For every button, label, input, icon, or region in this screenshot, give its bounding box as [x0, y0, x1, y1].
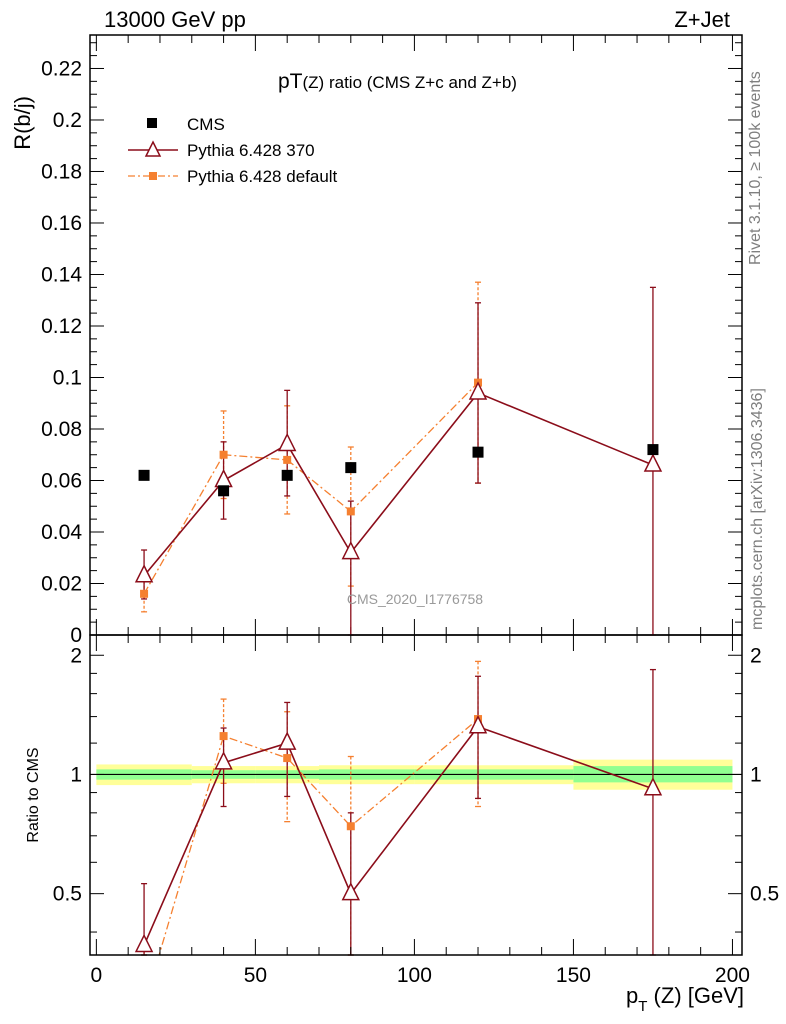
- x-axis-title-rest: (Z) [GeV]: [647, 983, 744, 1008]
- pydef-point: [219, 450, 228, 459]
- main-ytick-label: 0: [70, 624, 82, 647]
- main-ytick-label: 0.22: [41, 57, 82, 80]
- main-ytick-label: 0.18: [41, 160, 82, 183]
- py370-point: [134, 564, 154, 583]
- ratio-py370-point: [341, 881, 361, 901]
- py370-point: [643, 453, 663, 472]
- main-ytick-label: 0.2: [53, 109, 82, 132]
- header-right: Z+Jet: [674, 7, 730, 32]
- ratio-ytick-label: 0.5: [53, 883, 82, 906]
- ratio-ylabel: Ratio to CMS: [25, 747, 42, 842]
- main-ytick-label: 0.1: [53, 366, 82, 389]
- ratio-pydef-point: [219, 732, 228, 741]
- py370-point: [277, 432, 297, 452]
- pydef-line: [143, 382, 479, 595]
- ratio-xtick-label: 100: [397, 964, 432, 987]
- legend-label-py370: Pythia 6.428 370: [187, 141, 315, 160]
- ratio-py370-line: [143, 725, 654, 946]
- main-ytick-label: 0.02: [41, 572, 82, 595]
- ratio-py370-point: [134, 933, 154, 953]
- ratio-py370-point: [214, 751, 233, 770]
- side-label-rivet: Rivet 3.1.10, ≥ 100k events: [747, 71, 764, 265]
- x-axis-title-sub: T: [638, 998, 647, 1015]
- ratio-panel: 0.5 0.5 1 1 2 2 0 50 100 150 200 Ratio to CMS pT …: [25, 634, 779, 1015]
- ratio-xtick-label: 150: [556, 964, 591, 987]
- ratio-frame: [89, 634, 743, 956]
- ratio-pydef-point: [283, 754, 292, 763]
- cms-point: [472, 446, 484, 458]
- cms-point: [218, 485, 230, 497]
- main-x-ticks: [95, 35, 733, 635]
- cms-point: [345, 462, 357, 474]
- py370-point: [468, 381, 488, 400]
- ratio-x-ticks: 0 50 100 150 200: [91, 635, 750, 987]
- cms-point: [281, 469, 293, 481]
- chart-title-pt: pT: [278, 70, 303, 93]
- ratio-xtick-label: 0: [91, 964, 103, 987]
- header-left: 13000 GeV pp: [104, 7, 246, 32]
- main-data: [134, 281, 663, 636]
- x-axis-title-p: p: [626, 983, 638, 1008]
- main-ytick-label: 0.08: [41, 418, 82, 441]
- main-ytick-label: 0.04: [41, 521, 82, 544]
- main-ytick-label: 0.16: [41, 212, 82, 235]
- main-y-ticks: 0 0.02 0.04 0.06 0.08 0.1 0.12 0.14 0.16 0.18 0.2 0…: [41, 42, 742, 647]
- legend-label-cms: CMS: [187, 115, 225, 134]
- ratio-ytick-label: 1: [70, 763, 82, 786]
- pydef-point: [140, 589, 149, 598]
- pydef-point: [346, 507, 355, 516]
- main-ytick-label: 0.12: [41, 315, 82, 338]
- ratio-y-ticks: 0.5 0.5 1 1 2 2: [53, 644, 779, 933]
- ratio-ytick-label-right: 0.5: [750, 883, 779, 906]
- legend-marker-cms: [147, 118, 157, 128]
- ratio-ytick-label: 2: [70, 644, 82, 667]
- x-axis-title: pT (Z) [GeV]: [626, 983, 744, 1015]
- ratio-data: [134, 660, 663, 956]
- chart-title-rest: ratio (CMS Z+c and Z+b): [324, 73, 517, 92]
- pydef-point: [283, 455, 292, 464]
- side-label-mcplots: mcplots.cern.ch [arXiv:1306.3436]: [749, 388, 766, 630]
- legend-marker-pydef: [149, 172, 157, 180]
- legend: CMS Pythia 6.428 370 Pythia 6.428 defaul…: [128, 115, 338, 186]
- ratio-pydef-point: [346, 822, 355, 831]
- legend-marker-py370: [144, 140, 162, 157]
- main-panel: 0 0.02 0.04 0.06 0.08 0.1 0.12 0.14 0.16 0.18 0.2 0…: [10, 34, 743, 647]
- py370-line: [143, 391, 654, 577]
- main-ytick-label: 0.14: [41, 263, 82, 286]
- py370-point: [341, 540, 361, 560]
- legend-label-pydef: Pythia 6.428 default: [187, 167, 338, 186]
- ratio-ytick-label-right: 1: [750, 763, 762, 786]
- ratio-py370-point: [468, 715, 488, 734]
- ratio-xtick-label: 200: [715, 964, 750, 987]
- ratio-xtick-label: 50: [244, 964, 267, 987]
- ratio-py370-point: [277, 731, 297, 750]
- chart-title: pT(Z) ratio (CMS Z+c and Z+b): [278, 70, 517, 93]
- py370-point: [214, 468, 233, 488]
- ratio-ytick-label-right: 2: [750, 644, 762, 667]
- main-ylabel: R(b/j): [10, 96, 35, 150]
- ratio-py370-point: [643, 777, 663, 796]
- watermark: CMS_2020_I1776758: [347, 591, 483, 607]
- cms-point: [138, 469, 150, 481]
- cms-point: [647, 444, 659, 456]
- chart-title-z: (Z): [303, 73, 325, 92]
- main-ytick-label: 0.06: [41, 469, 82, 492]
